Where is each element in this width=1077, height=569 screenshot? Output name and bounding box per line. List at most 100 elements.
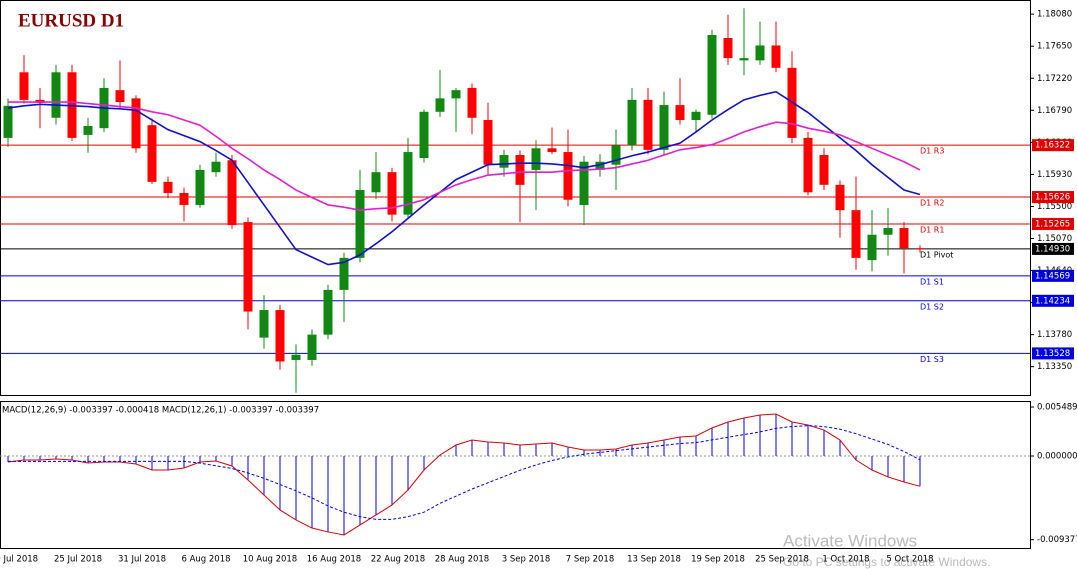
- candle-body: [547, 148, 557, 153]
- price-badge: [1032, 294, 1074, 307]
- pivot-label: D1 R3: [920, 147, 944, 156]
- x-tick-label: 19 Sep 2018: [691, 555, 745, 565]
- x-tick-label: 22 Aug 2018: [371, 555, 425, 565]
- x-tick-label: 28 Aug 2018: [435, 555, 489, 565]
- candle-body: [51, 72, 61, 118]
- candle-body: [515, 155, 525, 185]
- x-tick-label: 6 Aug 2018: [181, 555, 230, 565]
- x-tick-label: 1 Oct 2018: [822, 555, 869, 565]
- candle-body: [659, 105, 669, 150]
- candle-body: [451, 90, 461, 99]
- candle-body: [3, 105, 13, 138]
- pivot-label: D1 S1: [920, 277, 944, 286]
- candle-body: [915, 248, 925, 250]
- y-tick-label: 1.13350: [1037, 362, 1072, 372]
- watermark-title: Activate Windows: [783, 531, 917, 550]
- price-badge: [1032, 191, 1074, 204]
- price-badge: [1032, 269, 1074, 282]
- candle-body: [563, 152, 573, 200]
- x-tick-label: 31 Jul 2018: [118, 555, 166, 565]
- candle-body: [675, 105, 685, 120]
- y-tick-label: 1.17650: [1037, 42, 1072, 52]
- candle-body: [691, 111, 701, 120]
- candle-body: [611, 145, 621, 165]
- candle-body: [851, 210, 861, 258]
- x-tick-label: 25 Sep 2018: [755, 555, 809, 565]
- y-tick-label: 0.005489: [1037, 403, 1077, 413]
- y-tick-label: 1.18080: [1037, 10, 1072, 20]
- candle-body: [803, 137, 813, 193]
- price-badge-label: 1.14930: [1035, 244, 1070, 254]
- x-tick-label: 13 Sep 2018: [627, 555, 681, 565]
- pivot-label: D1 Pivot: [920, 250, 953, 259]
- candle-body: [899, 228, 909, 249]
- macd-panel: [0, 401, 1031, 549]
- signal-line: [8, 425, 921, 520]
- candle-body: [163, 181, 173, 194]
- price-badge: [1032, 347, 1074, 360]
- y-tick-label: 1.13780: [1037, 330, 1072, 340]
- candle-body: [579, 161, 589, 205]
- moving-average: [8, 101, 921, 211]
- candle-body: [131, 98, 141, 149]
- candle-body: [419, 111, 429, 158]
- candle-body: [387, 172, 397, 215]
- y-tick-label: 1.17220: [1037, 74, 1072, 84]
- price-badge-label: 1.16322: [1035, 141, 1070, 151]
- candle-body: [403, 152, 413, 215]
- pivot-label: D1 R1: [920, 225, 944, 234]
- price-badge: [1032, 139, 1074, 152]
- candle-body: [883, 228, 893, 235]
- candle-body: [483, 119, 493, 165]
- candle-body: [147, 125, 157, 182]
- candle-body: [243, 222, 253, 312]
- candle-body: [355, 190, 365, 258]
- indicator-label: MACD(12,26,9) -0.003397 -0.000418 MACD(1…: [2, 406, 319, 416]
- macd-line: [7, 413, 921, 536]
- candle-body: [755, 45, 765, 61]
- candle-body: [595, 161, 605, 170]
- candle-body: [339, 257, 349, 290]
- candle-body: [179, 193, 189, 205]
- candle-body: [707, 35, 717, 115]
- moving-average: [7, 90, 921, 266]
- price-badge: [1032, 217, 1074, 230]
- watermark-text: Go to PC settings to activate Windows.: [783, 555, 990, 569]
- candle-body: [115, 90, 125, 103]
- price-badge-label: 1.13528: [1035, 349, 1070, 359]
- price-badge: [1032, 242, 1074, 255]
- candle-body: [531, 148, 541, 170]
- chart-title: EURUSD D1: [18, 10, 124, 31]
- price-badge-label: 1.14569: [1035, 271, 1070, 281]
- candle-body: [227, 160, 237, 226]
- candle-body: [723, 38, 733, 59]
- candle-body: [627, 99, 637, 146]
- y-tick-label: -0.009377: [1037, 535, 1077, 545]
- candle-body: [819, 155, 829, 185]
- price-badge-label: 1.14234: [1035, 296, 1070, 306]
- x-tick-label: 7 Sep 2018: [566, 555, 614, 565]
- y-tick-label: 0.000000: [1037, 451, 1077, 461]
- price-badge-label: 1.15265: [1035, 219, 1070, 229]
- x-tick-label: 5 Oct 2018: [886, 555, 933, 565]
- candle-body: [275, 310, 285, 362]
- candle-body: [867, 234, 877, 261]
- pivot-label: D1 S3: [920, 355, 944, 364]
- candle-body: [771, 45, 781, 68]
- pivot-label: D1 S2: [920, 302, 944, 311]
- candle-body: [371, 172, 381, 193]
- candle-body: [835, 184, 845, 211]
- price-panel: [0, 0, 1031, 396]
- candle-body: [19, 72, 29, 100]
- x-tick-label: 25 Jul 2018: [54, 555, 102, 565]
- candle-body: [499, 155, 509, 168]
- candle-body: [307, 334, 317, 360]
- candle-body: [739, 58, 749, 61]
- candle-body: [467, 87, 477, 118]
- price-badge-label: 1.15626: [1035, 193, 1070, 203]
- candle-body: [195, 169, 205, 205]
- x-tick-label: 16 Aug 2018: [307, 555, 361, 565]
- pivot-label: D1 R2: [920, 199, 944, 208]
- candle-body: [323, 289, 333, 335]
